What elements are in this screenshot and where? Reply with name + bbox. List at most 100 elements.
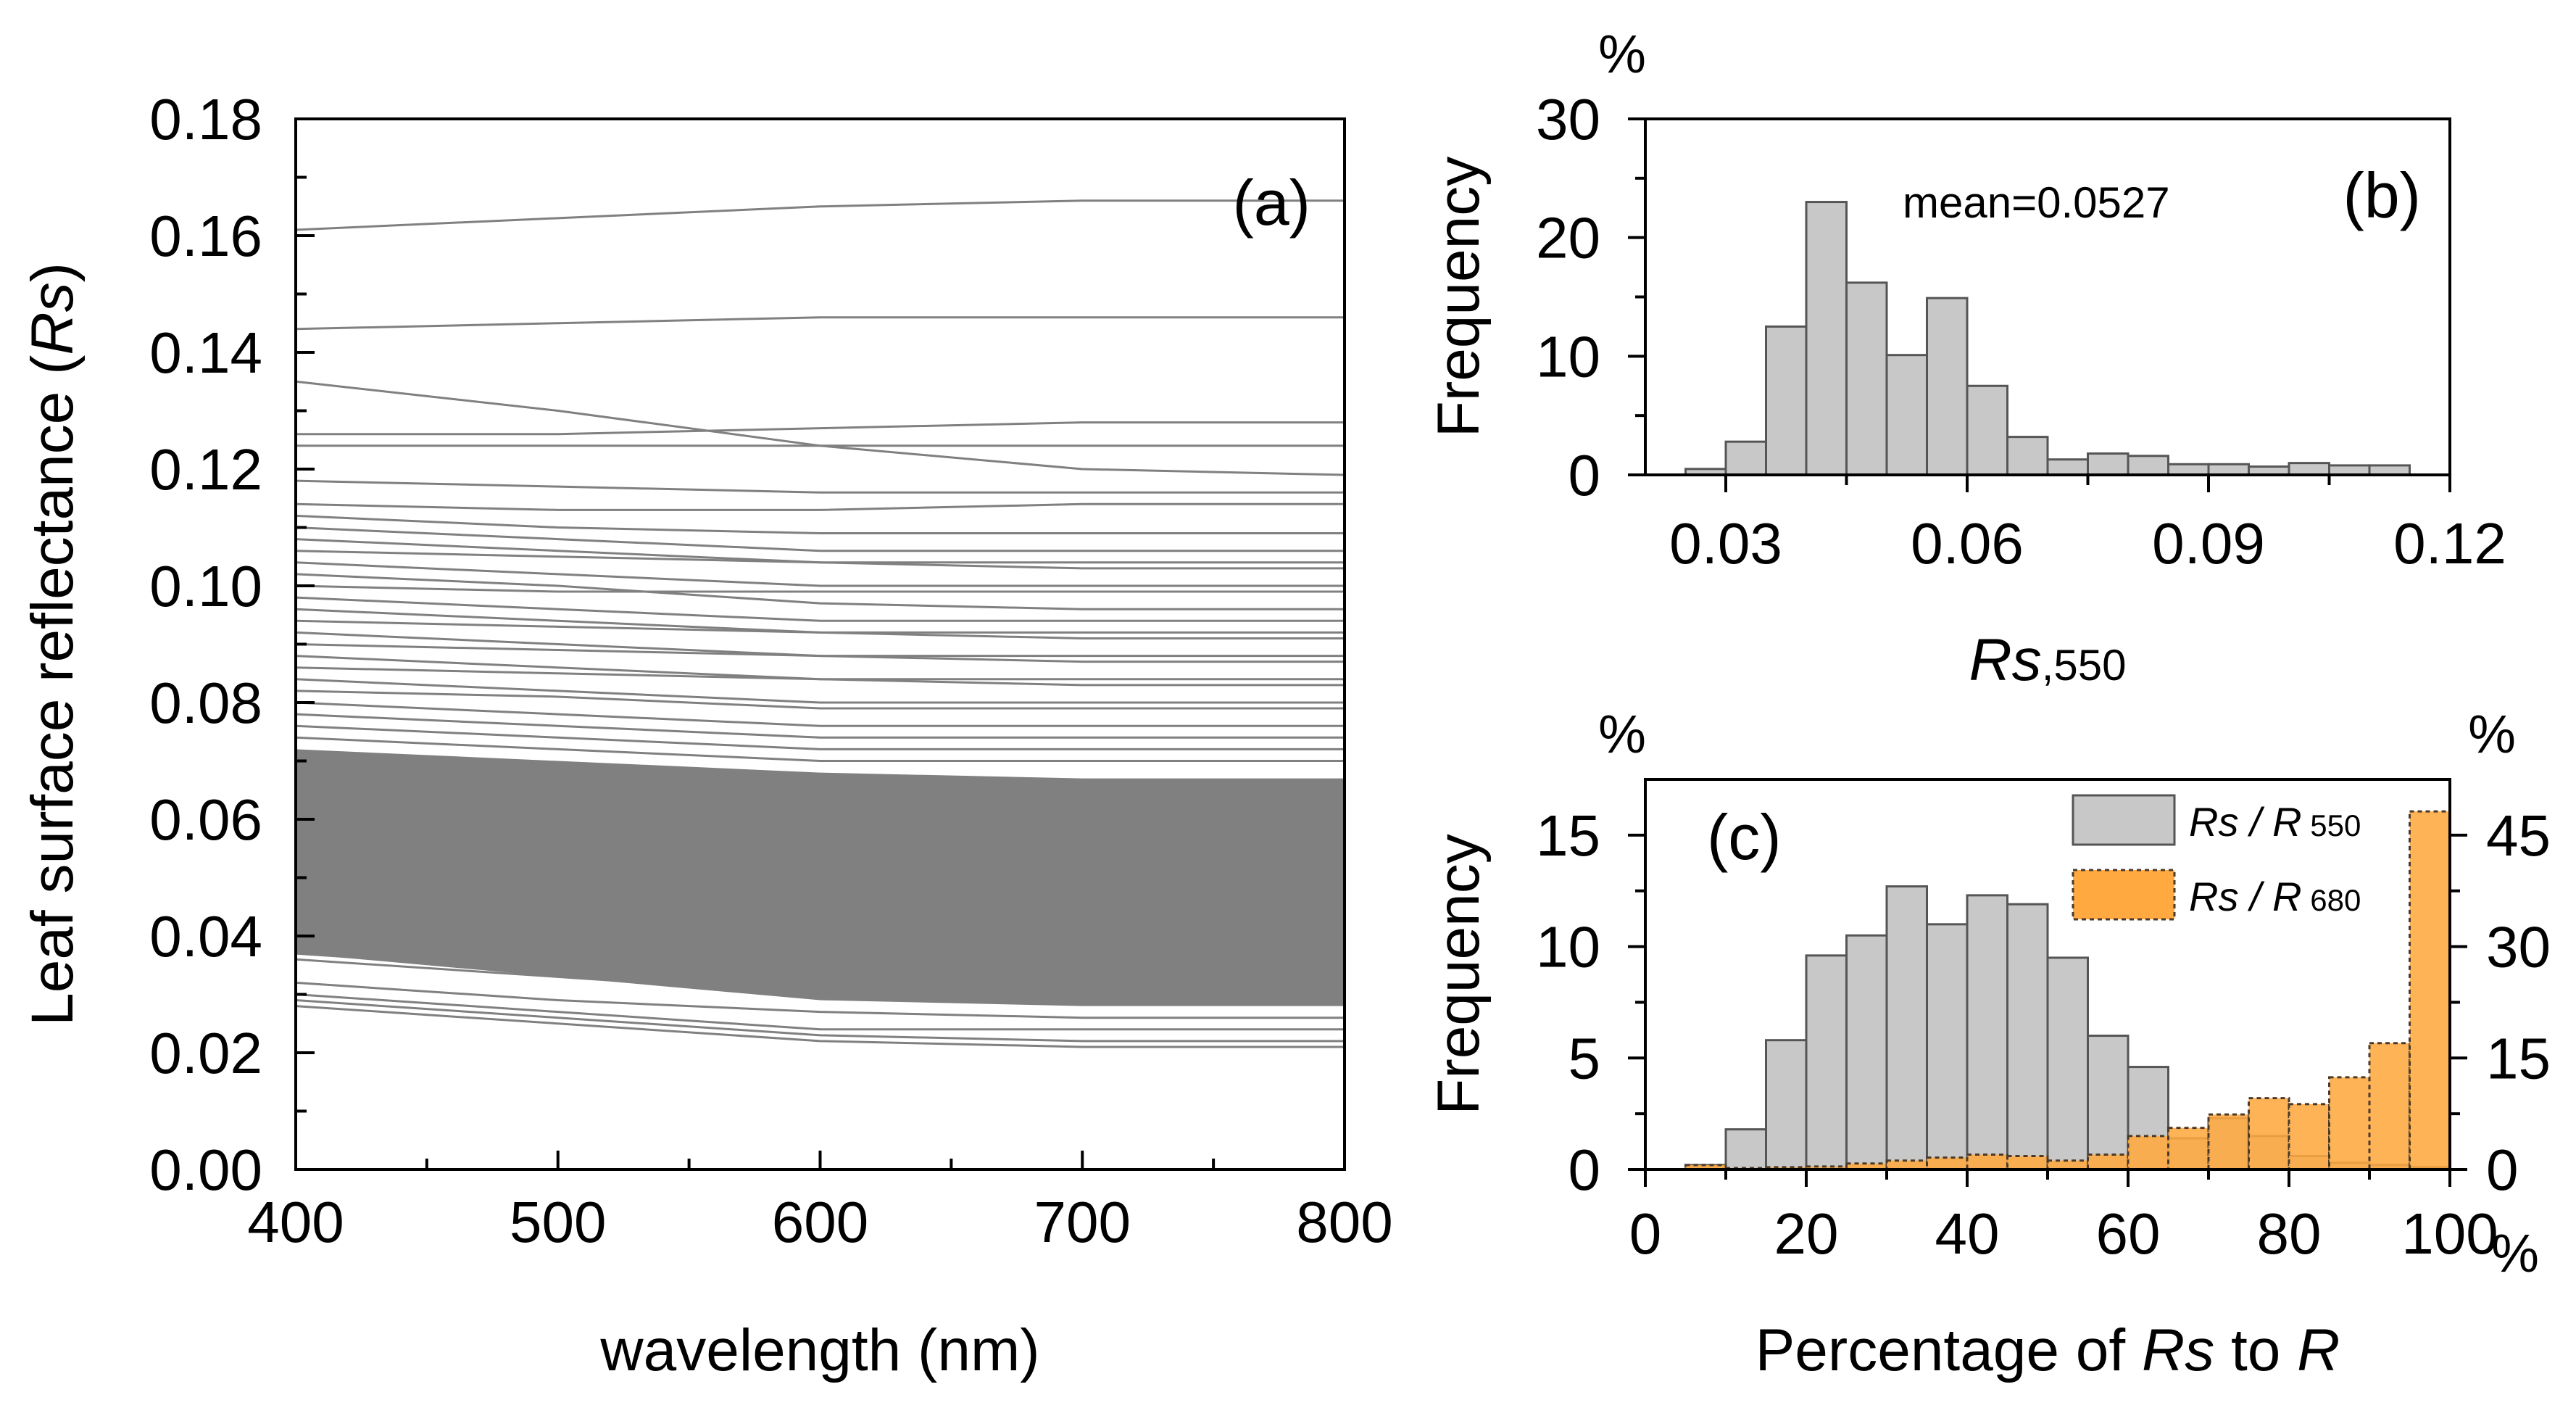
y-axis-title: Frequency xyxy=(1426,834,1492,1114)
dense-spectra-band xyxy=(296,749,1345,1006)
histogram-bar-rs-r680 xyxy=(2127,1135,2169,1171)
spectrum-line xyxy=(295,701,1345,727)
histogram-bar-rs-r550 xyxy=(2006,903,2049,1171)
spectrum-line xyxy=(295,596,1345,622)
spectrum-line xyxy=(295,689,1345,710)
x-tick-label: 40 xyxy=(1935,1201,2000,1266)
histogram-bar xyxy=(1926,297,1969,476)
y-tick-label: 0.16 xyxy=(149,204,262,268)
spectrum-line xyxy=(295,573,1345,610)
y-axis-title-prefix: Leaf surface reflectance ( xyxy=(20,355,86,1026)
unit-label-percent-right: % xyxy=(2468,704,2516,764)
histogram-bar-rs-r550 xyxy=(1845,934,1888,1171)
y-tick-label: 20 xyxy=(1536,206,1600,270)
panel-label-b: (b) xyxy=(2343,160,2421,231)
legend-label-rs: Rs xyxy=(2189,799,2238,845)
y-tick-label: 0 xyxy=(1569,443,1601,508)
x-axis-title-italic: Rs xyxy=(1969,627,2042,693)
x-axis-title: Rs,550 xyxy=(1969,627,2127,693)
y-axis-title: Leaf surface reflectance (Rs) xyxy=(20,262,86,1026)
y-tick-label-left: 0 xyxy=(1569,1138,1601,1202)
x-tick-label: 700 xyxy=(1034,1190,1131,1254)
spectrum-line xyxy=(296,421,1345,436)
x-axis-title-subscript: ,550 xyxy=(2042,641,2127,689)
legend-label: Rs / R 550 xyxy=(2189,799,2361,845)
y-axis-title-italic: Rs xyxy=(20,282,86,355)
x-tick-label: 800 xyxy=(1296,1190,1392,1254)
x-axis-title-part: Percentage of xyxy=(1756,1317,2142,1383)
histogram-bar-rs-r680 xyxy=(2409,810,2451,1171)
histogram-bar-rs-r680 xyxy=(1966,1154,2008,1171)
x-tick-label: 600 xyxy=(772,1190,868,1254)
y-tick-label-left: 10 xyxy=(1536,915,1600,980)
spectrum-line xyxy=(295,526,1345,552)
x-axis-title: Percentage of Rs to R xyxy=(1756,1317,2340,1383)
y-tick-label-left: 15 xyxy=(1536,803,1600,868)
spectrum-line xyxy=(295,981,1345,1019)
spectrum-line xyxy=(295,993,1345,1031)
panel-b-histogram: 0.03 0.06 0.09 0.12 0 10 20 30% (b) mean=0.0527 Fr… xyxy=(1426,24,2506,693)
y-tick-label: 0.18 xyxy=(149,87,262,152)
histogram-bar xyxy=(1845,281,1888,476)
spectrum-line xyxy=(295,502,1345,511)
x-tick-label: 0.12 xyxy=(2393,511,2506,576)
spectrum-line xyxy=(295,1005,1345,1048)
x-tick-label: 0.03 xyxy=(1669,511,1782,576)
y-tick-label: 0.12 xyxy=(149,437,262,502)
y-tick-label: 0.06 xyxy=(149,787,262,852)
y-tick-label-left: 5 xyxy=(1569,1026,1601,1090)
spectrum-line xyxy=(295,666,1345,687)
y-tick-label-right: 0 xyxy=(2486,1138,2519,1202)
histogram-bar-rs-r550 xyxy=(1885,885,1928,1171)
x-axis-title-part: Rs xyxy=(2142,1317,2214,1383)
y-tick-label: 0.04 xyxy=(149,904,262,969)
spectrum-line xyxy=(295,678,1345,704)
unit-label-percent-left: % xyxy=(1598,704,1646,764)
spectrum-line xyxy=(295,724,1345,750)
histogram-bar xyxy=(1885,354,1928,476)
y-tick-label: 10 xyxy=(1536,324,1600,389)
spectrum-line xyxy=(295,619,1345,634)
legend-label: Rs / R 680 xyxy=(2189,874,2361,919)
x-tick-label: 0.09 xyxy=(2152,511,2265,576)
y-tick-label-right: 45 xyxy=(2486,803,2551,868)
histogram-bar xyxy=(2127,455,2169,476)
x-tick-label: 100 xyxy=(2401,1201,2498,1266)
x-tick-label: 0.06 xyxy=(1911,511,2024,576)
spectrum-line xyxy=(295,631,1345,658)
legend-label-r: R xyxy=(2272,874,2301,919)
histogram-bar xyxy=(1765,325,1808,476)
spectrum-line xyxy=(295,316,1345,331)
spectrum-line xyxy=(295,584,1345,593)
y-tick-label: 0.10 xyxy=(149,554,262,618)
histogram-bar xyxy=(2046,458,2089,476)
spectrum-line xyxy=(295,550,1345,564)
x-tick-label: 80 xyxy=(2257,1201,2322,1266)
histogram-bar-rs-r550 xyxy=(1966,894,2008,1171)
y-tick-label: 0.14 xyxy=(149,320,262,385)
x-axis-title-part: to xyxy=(2214,1317,2297,1383)
histogram-bar-rs-r550 xyxy=(2046,956,2089,1171)
spectrum-line xyxy=(295,561,1345,587)
legend-swatch xyxy=(2072,869,2176,921)
histogram-bar-rs-r680 xyxy=(2248,1097,2290,1171)
spectrum-line xyxy=(295,514,1345,535)
histogram-bar-rs-r680 xyxy=(2207,1113,2250,1171)
y-tick-label: 0.00 xyxy=(149,1138,262,1202)
x-unit-label-percent: % xyxy=(2491,1223,2539,1283)
spectrum-line xyxy=(295,479,1345,494)
histogram-bar-rs-r550 xyxy=(1926,923,1969,1171)
panel-label-c: (c) xyxy=(1707,801,1782,873)
histogram-bar xyxy=(1724,440,1767,476)
histogram-bar xyxy=(2207,463,2250,476)
mean-annotation: mean=0.0527 xyxy=(1903,178,2170,227)
y-tick-label: 0.02 xyxy=(149,1021,262,1085)
histogram-bar-rs-r680 xyxy=(2328,1076,2371,1171)
spectrum-line xyxy=(295,736,1345,762)
histogram-bar xyxy=(1805,201,1848,476)
legend-label-r: R xyxy=(2272,799,2301,845)
y-axis-title: Frequency xyxy=(1426,157,1492,437)
histogram-bar-rs-r680 xyxy=(2087,1154,2130,1171)
histogram-bar xyxy=(2167,463,2210,476)
